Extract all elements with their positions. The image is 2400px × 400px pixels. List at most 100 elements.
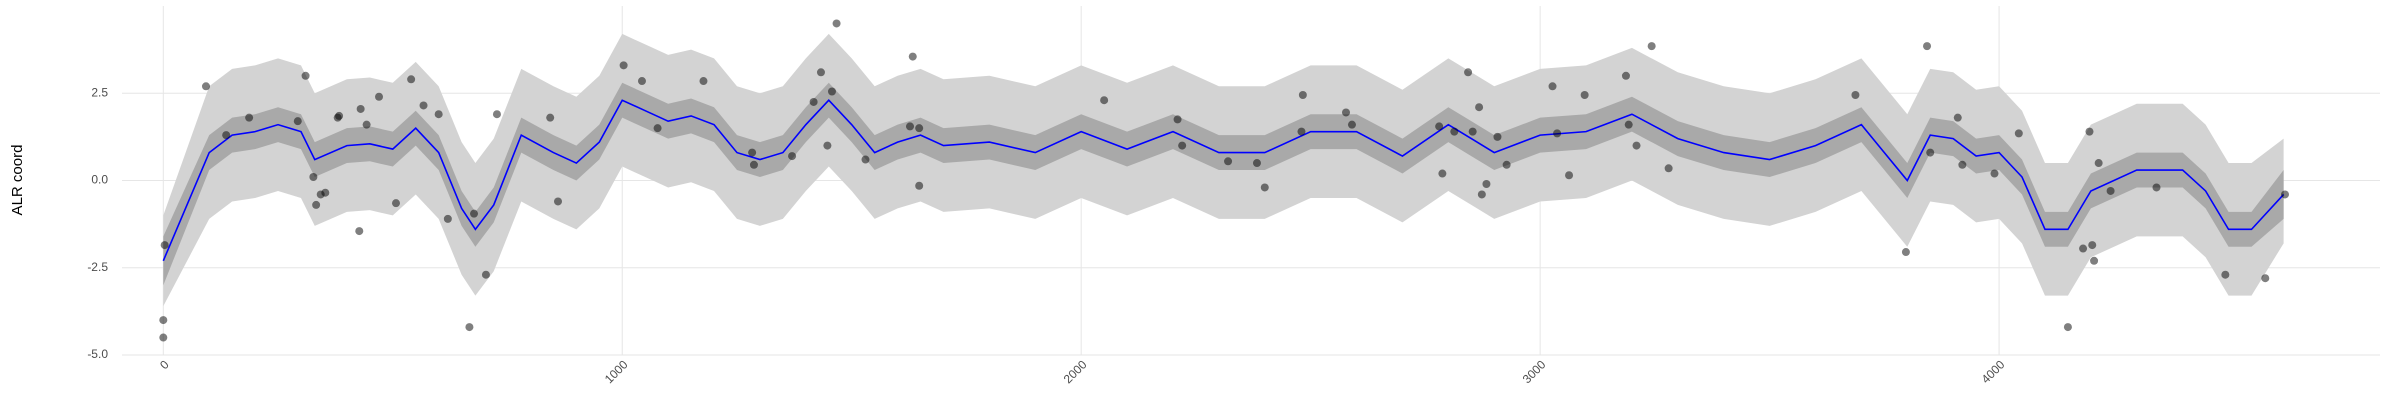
data-point	[915, 181, 924, 190]
data-point	[749, 160, 758, 169]
data-point	[1502, 160, 1511, 169]
data-point	[788, 152, 797, 161]
data-point	[356, 104, 365, 113]
data-point	[355, 227, 364, 236]
data-point	[391, 199, 400, 208]
data-point	[375, 92, 384, 101]
data-point	[2063, 323, 2072, 332]
data-point	[1647, 42, 1656, 51]
x-tick-label: 2000	[1061, 357, 1090, 386]
data-point	[245, 113, 254, 122]
data-point	[653, 124, 662, 133]
data-point	[1342, 108, 1351, 117]
data-point	[159, 316, 168, 325]
data-point	[748, 148, 757, 157]
data-point	[861, 155, 870, 164]
data-point	[1224, 157, 1233, 166]
data-point	[1621, 71, 1630, 80]
data-point	[1990, 169, 1999, 178]
data-point	[1464, 68, 1473, 77]
data-point	[362, 120, 371, 129]
data-point	[492, 110, 501, 119]
data-point	[2106, 186, 2115, 195]
confidence-band	[163, 82, 2284, 286]
data-point	[2088, 241, 2097, 250]
data-point	[2085, 127, 2094, 136]
data-point	[1953, 113, 1962, 122]
data-point	[915, 124, 924, 133]
data-point	[160, 241, 169, 250]
data-point	[321, 188, 330, 197]
data-point	[159, 333, 168, 342]
data-point	[827, 87, 836, 96]
data-point	[1632, 141, 1641, 150]
data-point	[1958, 160, 1967, 169]
data-point	[1252, 159, 1261, 168]
data-point	[2221, 270, 2230, 279]
data-point	[1493, 132, 1502, 141]
data-point	[301, 71, 310, 80]
y-tick-label: 2.5	[91, 85, 108, 99]
data-point	[1548, 82, 1557, 91]
data-point	[1565, 171, 1574, 180]
data-point	[2280, 190, 2289, 199]
data-point	[2090, 256, 2099, 265]
data-point	[2261, 274, 2270, 283]
data-point	[1260, 183, 1269, 192]
y-tick-label: 0.0	[91, 173, 108, 187]
data-point	[2014, 129, 2023, 138]
data-point	[1450, 127, 1459, 136]
data-point	[1475, 103, 1484, 112]
data-point	[434, 110, 443, 119]
data-point	[293, 117, 302, 126]
data-point	[1901, 248, 1910, 257]
data-point	[470, 209, 479, 218]
data-point	[309, 173, 318, 182]
data-point	[637, 77, 646, 86]
data-point	[201, 82, 210, 91]
data-point	[809, 97, 818, 106]
data-point	[1347, 120, 1356, 129]
data-point	[546, 113, 555, 122]
data-point	[1926, 148, 1935, 157]
data-point	[1297, 127, 1306, 136]
data-point	[1298, 90, 1307, 99]
x-tick-label: 1000	[602, 357, 631, 386]
data-point	[832, 19, 841, 28]
y-axis-title: ALR coord	[9, 145, 26, 216]
data-point	[2079, 244, 2088, 253]
data-point	[1438, 169, 1447, 178]
data-point	[1468, 127, 1477, 136]
data-point	[465, 323, 474, 332]
data-point	[407, 75, 416, 84]
data-point	[419, 101, 428, 110]
data-point	[1173, 115, 1182, 124]
y-tick-label: -5.0	[87, 347, 108, 361]
data-point	[2094, 159, 2103, 168]
x-tick-label: 4000	[1979, 357, 2008, 386]
data-point	[1435, 122, 1444, 131]
x-tick-label: 0	[157, 357, 172, 372]
data-point	[1580, 90, 1589, 99]
data-point	[908, 52, 917, 61]
data-point	[443, 214, 452, 223]
data-point	[1664, 164, 1673, 173]
data-point	[619, 61, 628, 70]
data-point	[1923, 42, 1932, 51]
data-point	[335, 111, 344, 120]
confidence-band	[163, 33, 2284, 307]
data-point	[1553, 129, 1562, 138]
data-point	[222, 131, 231, 140]
data-point	[1477, 190, 1486, 199]
data-point	[312, 200, 321, 209]
x-tick-label: 3000	[1520, 357, 1549, 386]
data-point	[1624, 120, 1633, 129]
data-point	[481, 270, 490, 279]
data-point	[816, 68, 825, 77]
data-point	[1851, 90, 1860, 99]
data-point	[1178, 141, 1187, 150]
data-point	[823, 141, 832, 150]
data-point	[1100, 96, 1109, 105]
y-tick-label: -2.5	[87, 260, 108, 274]
